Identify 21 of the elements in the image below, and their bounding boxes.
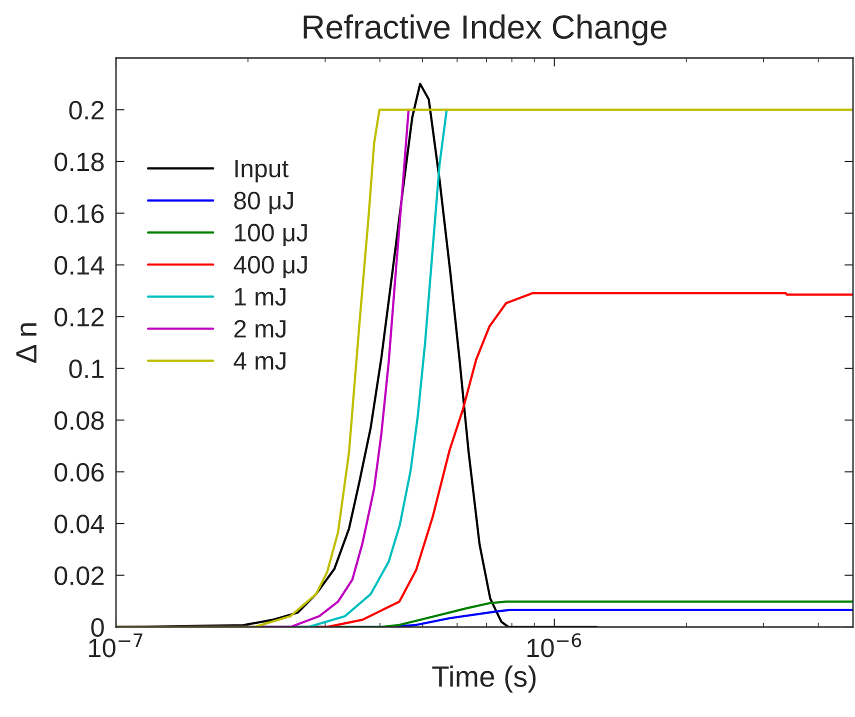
y-axis-title: Δ n (16, 323, 36, 363)
legend-label: 80 μJ (234, 192, 293, 214)
legend-label: 100 μJ (235, 224, 307, 246)
y-tick-label: 0.14 (54, 256, 104, 275)
legend-label: Input (235, 160, 289, 182)
y-tick-label: 0.18 (54, 152, 104, 172)
legend-label: 2 mJ (234, 320, 286, 338)
legend-label: 400 μJ (234, 256, 307, 278)
chart-title: Refractive Index Change (304, 14, 666, 46)
y-tick-label: 0.2 (69, 100, 104, 120)
y-tick-label: 0.1 (69, 360, 104, 378)
y-tick-label: 0.04 (54, 514, 104, 534)
y-tick-label: 0.12 (54, 308, 104, 326)
legend-label: 4 mJ (234, 352, 286, 370)
legend-label: 1 mJ (235, 288, 286, 306)
y-tick-label: 0.06 (54, 462, 104, 482)
y-tick-label: 0.16 (54, 204, 104, 224)
x-tick-label: 10$^{−6}$ (527, 633, 582, 658)
y-tick-label: 0.08 (54, 411, 104, 430)
x-axis-title: Time (s) (432, 665, 536, 693)
y-tick-label: 0.02 (54, 566, 104, 586)
